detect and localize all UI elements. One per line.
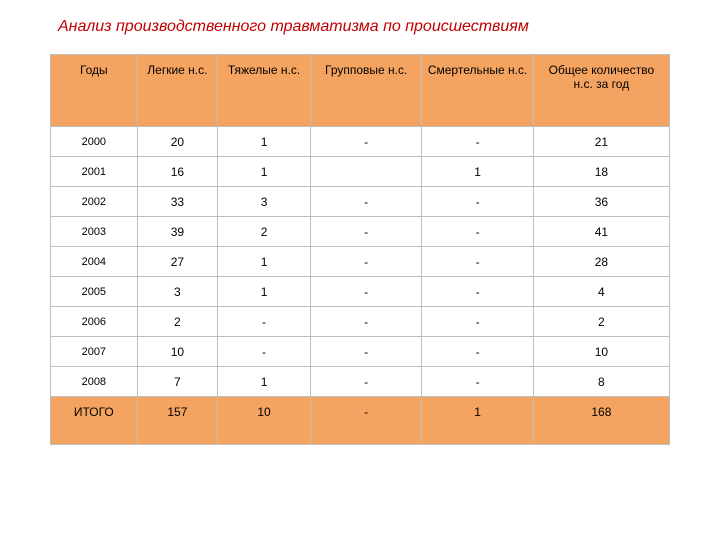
table-totals-row: ИТОГО 157 10 - 1 168 [51,397,670,445]
cell-light: 3 [137,277,217,307]
cell-group [310,157,421,187]
cell-light: 39 [137,217,217,247]
injury-table: Годы Легкие н.с. Тяжелые н.с. Групповые … [50,54,670,445]
cell-light: 7 [137,367,217,397]
cell-light: 10 [137,337,217,367]
table-row: 2000 20 1 - - 21 [51,127,670,157]
totals-total: 168 [533,397,669,445]
totals-fatal: 1 [422,397,533,445]
page-title: Анализ производственного травматизма по … [58,18,670,36]
cell-total: 41 [533,217,669,247]
cell-year: 2004 [51,247,138,277]
cell-year: 2002 [51,187,138,217]
cell-year: 2000 [51,127,138,157]
cell-total: 4 [533,277,669,307]
cell-fatal: - [422,367,533,397]
cell-light: 20 [137,127,217,157]
cell-year: 2001 [51,157,138,187]
cell-group: - [310,367,421,397]
table-body: 2000 20 1 - - 21 2001 16 1 1 18 2002 33 … [51,127,670,445]
cell-total: 21 [533,127,669,157]
cell-group: - [310,307,421,337]
cell-year: 2007 [51,337,138,367]
cell-group: - [310,217,421,247]
cell-total: 8 [533,367,669,397]
cell-fatal: - [422,307,533,337]
table-row: 2007 10 - - - 10 [51,337,670,367]
cell-total: 28 [533,247,669,277]
cell-heavy: 2 [218,217,311,247]
cell-group: - [310,337,421,367]
table-row: 2006 2 - - - 2 [51,307,670,337]
cell-light: 2 [137,307,217,337]
cell-total: 18 [533,157,669,187]
cell-group: - [310,127,421,157]
table-row: 2008 7 1 - - 8 [51,367,670,397]
cell-light: 27 [137,247,217,277]
totals-group: - [310,397,421,445]
col-header-fatal: Смертельные н.с. [422,55,533,127]
col-header-group: Групповые н.с. [310,55,421,127]
cell-fatal: - [422,187,533,217]
table-header-row: Годы Легкие н.с. Тяжелые н.с. Групповые … [51,55,670,127]
col-header-total: Общее количество н.с. за год [533,55,669,127]
table-row: 2004 27 1 - - 28 [51,247,670,277]
cell-heavy: 1 [218,247,311,277]
cell-group: - [310,187,421,217]
cell-fatal: - [422,217,533,247]
cell-year: 2006 [51,307,138,337]
cell-heavy: 1 [218,157,311,187]
totals-light: 157 [137,397,217,445]
cell-fatal: 1 [422,157,533,187]
col-header-year: Годы [51,55,138,127]
table-row: 2005 3 1 - - 4 [51,277,670,307]
cell-year: 2008 [51,367,138,397]
cell-fatal: - [422,127,533,157]
totals-heavy: 10 [218,397,311,445]
cell-heavy: 1 [218,277,311,307]
totals-label: ИТОГО [51,397,138,445]
cell-fatal: - [422,337,533,367]
cell-fatal: - [422,277,533,307]
col-header-heavy: Тяжелые н.с. [218,55,311,127]
cell-heavy: 3 [218,187,311,217]
cell-group: - [310,247,421,277]
cell-heavy: - [218,307,311,337]
col-header-light: Легкие н.с. [137,55,217,127]
cell-heavy: 1 [218,367,311,397]
cell-light: 33 [137,187,217,217]
cell-year: 2005 [51,277,138,307]
cell-year: 2003 [51,217,138,247]
cell-total: 36 [533,187,669,217]
table-row: 2003 39 2 - - 41 [51,217,670,247]
cell-heavy: - [218,337,311,367]
table-row: 2002 33 3 - - 36 [51,187,670,217]
cell-light: 16 [137,157,217,187]
cell-total: 2 [533,307,669,337]
table-row: 2001 16 1 1 18 [51,157,670,187]
cell-heavy: 1 [218,127,311,157]
cell-total: 10 [533,337,669,367]
cell-group: - [310,277,421,307]
cell-fatal: - [422,247,533,277]
